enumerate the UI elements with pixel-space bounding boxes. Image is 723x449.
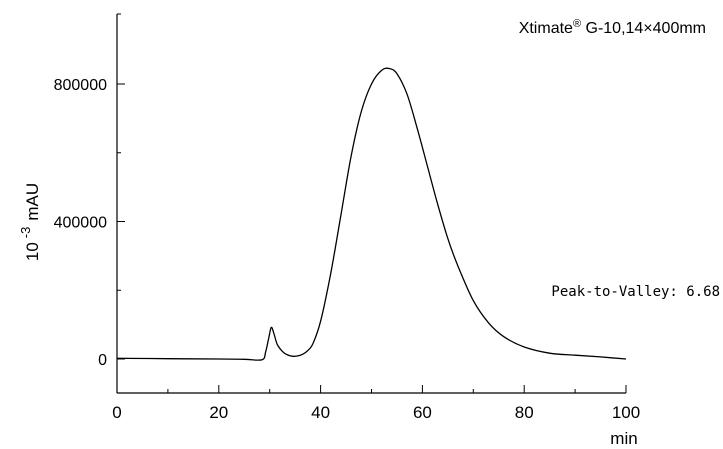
- x-axis-label: min: [610, 429, 637, 448]
- svg-text:10-3mAU: 10-3mAU: [18, 183, 42, 261]
- chromatogram-trace: [116, 67, 627, 361]
- peak-to-valley-annotation: Peak-to-Valley: 6.68: [551, 284, 720, 300]
- x-tick-label: 0: [112, 403, 121, 422]
- y-tick-label: 800000: [54, 77, 107, 94]
- axis-ticks: [116, 13, 627, 393]
- x-tick-label: 80: [515, 403, 534, 422]
- x-tick-label: 60: [413, 403, 432, 422]
- x-tick-label: 100: [612, 403, 640, 422]
- x-tick-label: 40: [311, 403, 330, 422]
- y-tick-label: 0: [98, 352, 107, 369]
- column-annotation: Xtimate® G-10,14×400mm: [519, 18, 706, 37]
- tick-labels: 0 20 40 60 80 100 0 400000 800000: [54, 77, 641, 422]
- y-tick-label: 400000: [54, 215, 107, 232]
- x-tick-label: 20: [209, 403, 228, 422]
- y-axis-label: 10-3mAU: [18, 183, 42, 261]
- axes: [116, 14, 626, 394]
